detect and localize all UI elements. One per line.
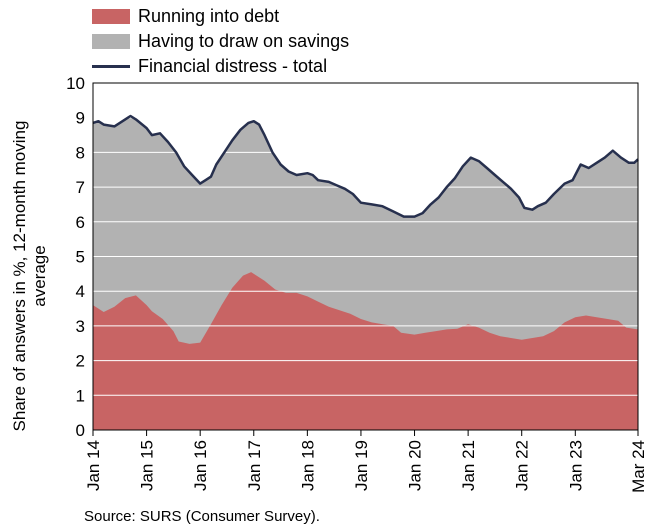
legend-item-debt: Running into debt [92,4,349,29]
legend-swatch-total [92,65,130,68]
y-tick-label-9: 9 [76,109,85,128]
x-axis: Jan 14 Jan 15 Jan 16 Jan 17 Jan 18 Jan 19 Jan … [84,429,648,493]
chart-lines [92,114,639,218]
area-debt [93,272,638,430]
legend-swatch-debt [92,9,130,24]
y-tick-label-5: 5 [76,248,85,267]
x-tick-label-9: Jan 23 [566,440,585,491]
x-tick-label-6: Jan 20 [406,440,425,491]
chart-areas [93,116,638,430]
legend-item-total: Financial distress - total [92,54,349,79]
legend-label-savings: Having to draw on savings [138,31,350,51]
legend-swatch-savings [92,34,130,49]
x-tick-label-1: Jan 15 [138,440,157,491]
x-tick-label-7: Jan 21 [459,440,478,491]
legend-item-savings: Having to draw on savings [92,29,349,54]
y-axis: 0 1 2 3 4 5 6 7 8 9 10 [66,74,85,440]
y-tick-label-10: 10 [66,74,85,93]
x-tick-label-3: Jan 17 [245,440,264,491]
y-tick-label-7: 7 [76,178,85,197]
x-tick-label-8: Jan 22 [513,440,532,491]
y-axis-label: Share of answers in %, 12-month moving a… [10,120,49,432]
x-tick-label-5: Jan 19 [352,440,371,491]
legend-label-total: Financial distress - total [138,56,328,76]
line-total [92,114,639,218]
x-tick-label-0: Jan 14 [84,440,103,491]
y-tick-label-3: 3 [76,317,85,336]
x-tick-label-2: Jan 16 [191,440,210,491]
y-tick-label-2: 2 [76,352,85,371]
source-note: Source: SURS (Consumer Survey). [84,508,320,525]
y-tick-label-6: 6 [76,213,85,232]
legend-label-debt: Running into debt [138,6,280,26]
y-tick-label-0: 0 [76,421,85,440]
x-tick-label-10: Mar 24 [629,440,648,493]
legend: Running into debt Having to draw on savi… [92,4,349,79]
y-tick-label-1: 1 [76,386,85,405]
y-tick-label-8: 8 [76,143,85,162]
x-tick-label-4: Jan 18 [298,440,317,491]
y-tick-label-4: 4 [76,282,85,301]
